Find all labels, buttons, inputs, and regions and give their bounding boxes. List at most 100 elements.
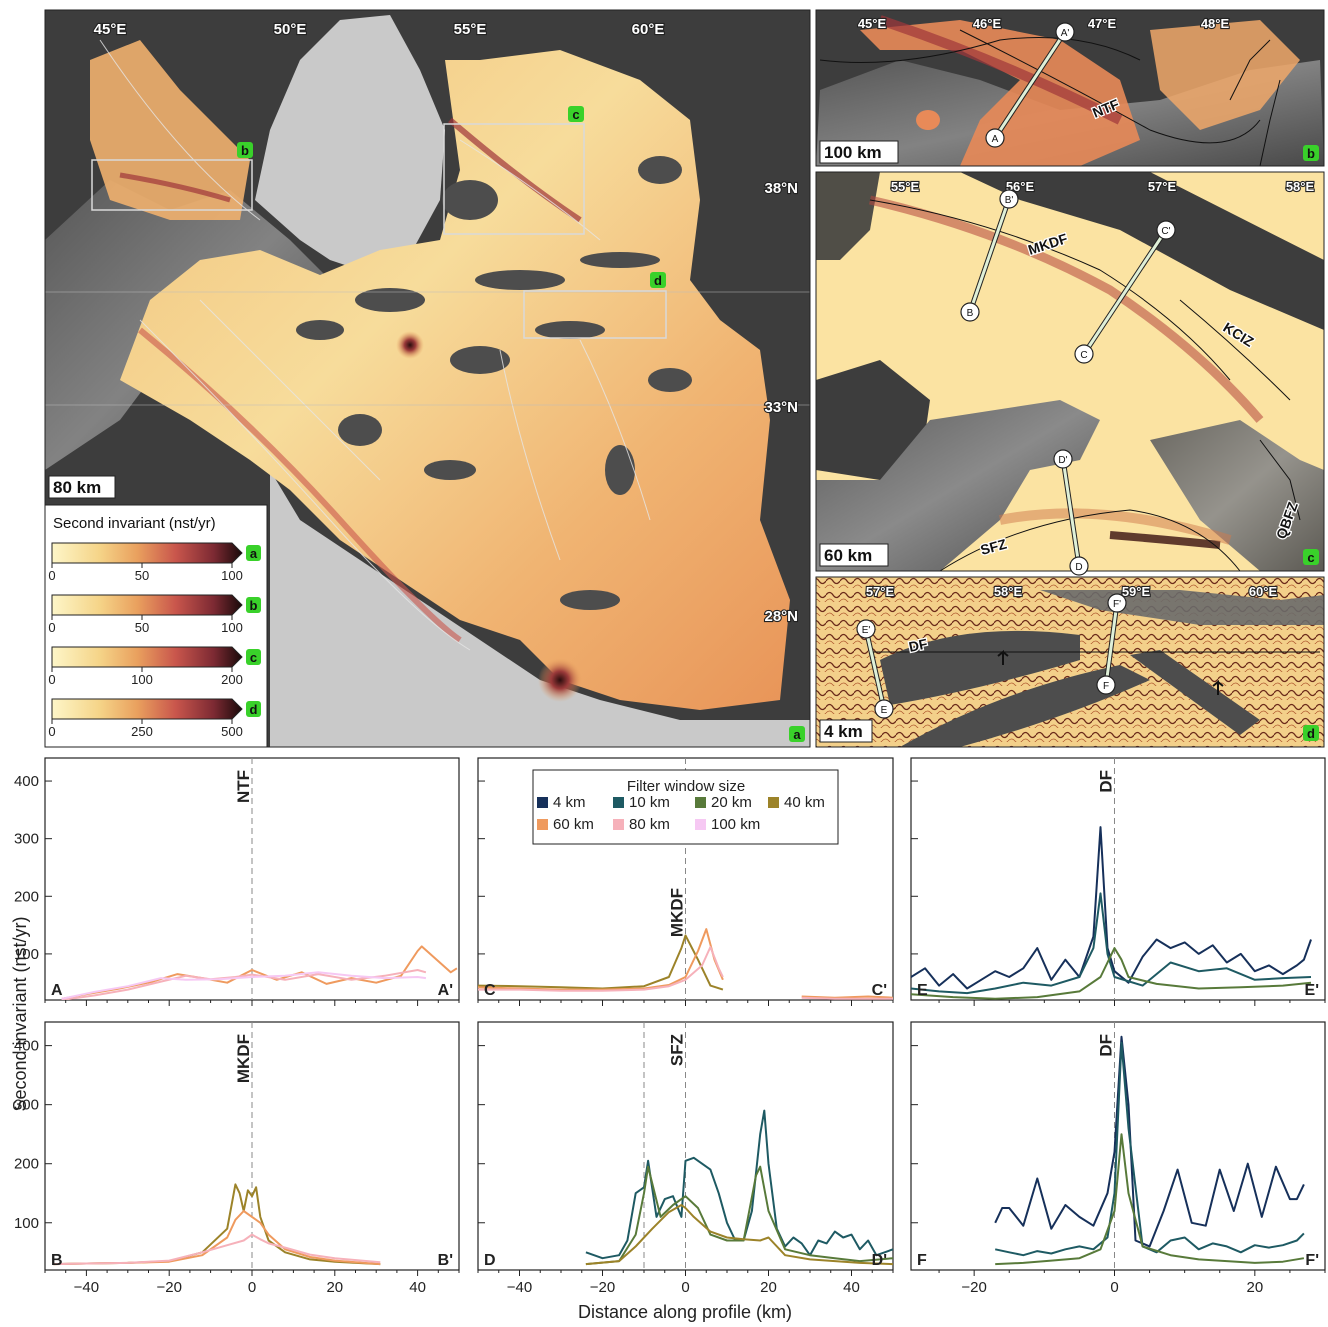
series-group	[61, 945, 458, 1000]
profile-endpoint-marker	[985, 128, 1005, 148]
y-tick-label: 400	[14, 1038, 39, 1055]
x-tick-label: 20	[1246, 1279, 1263, 1296]
legend-entry: 4 km	[537, 794, 586, 811]
profile-end-label: B'	[438, 1252, 453, 1269]
legend-title: Filter window size	[627, 778, 745, 795]
profile-endpoint: C	[1074, 344, 1094, 364]
colorbar-tag: a	[250, 546, 258, 561]
legend-entry: 60 km	[537, 816, 594, 833]
scale-bar-box	[819, 543, 889, 567]
colorbar-gradient	[51, 646, 243, 668]
profile-end-label: D'	[872, 1252, 887, 1269]
y-tick-label: 300	[14, 1097, 39, 1114]
profile-endpoint-label: C'	[1161, 226, 1170, 237]
colorbar-tag: c	[250, 650, 257, 665]
y-tick-label: 200	[14, 888, 39, 905]
panel-tag-bg	[237, 142, 253, 158]
colorbar-tick-label: 0	[48, 724, 55, 739]
series-group	[911, 826, 1312, 1000]
y-tick-label: 200	[14, 1156, 39, 1173]
series-line	[478, 928, 724, 991]
profile-endpoint-label: E'	[862, 625, 871, 636]
longitude-label: 55°E	[891, 179, 920, 194]
profile-endpoint: B	[960, 302, 980, 322]
scale-bar-label: 60 km	[824, 546, 872, 565]
longitude-label: 48°E	[1201, 16, 1230, 31]
profile-endpoint-marker	[1107, 593, 1127, 613]
y-tick-label: 300	[14, 831, 39, 848]
fault-name: DF	[1096, 1034, 1115, 1057]
panel-tag-bg	[568, 106, 584, 122]
series-line	[61, 971, 427, 1000]
profile-endpoint: A	[985, 128, 1005, 148]
map-panel-c	[815, 171, 1325, 572]
panel-tag-label: c	[1307, 550, 1314, 565]
profile-endpoint: C'	[1156, 220, 1176, 240]
series-line	[585, 1165, 893, 1266]
x-tick-label: 0	[681, 1279, 689, 1296]
legend-entry: 10 km	[613, 794, 670, 811]
profile-start-label: D	[484, 1252, 496, 1269]
x-tick-label: 0	[1110, 1279, 1118, 1296]
scale-bar-label: 80 km	[53, 478, 101, 497]
colorbar-tag-bg	[246, 545, 261, 561]
longitude-label: 57°E	[1148, 179, 1177, 194]
profile-endpoint: B'	[999, 189, 1019, 209]
legend-swatch	[537, 819, 548, 830]
longitude-label: 55°E	[454, 21, 487, 38]
series-line	[478, 946, 724, 992]
panel-tag: c	[1303, 549, 1319, 565]
longitude-label: 45°E	[858, 16, 887, 31]
profile-track	[1061, 458, 1081, 567]
colorbar: 0 100 200 c	[48, 646, 261, 687]
x-tick-label: 40	[409, 1279, 426, 1296]
profile-endpoint-marker	[856, 619, 876, 639]
longitude-label: 59°E	[1122, 584, 1151, 599]
series-line	[585, 1204, 893, 1266]
series-line	[995, 1133, 1305, 1266]
profile-endpoint: F'	[1107, 593, 1127, 613]
legend-label: 40 km	[784, 794, 825, 811]
fault-name: MKDF	[234, 1034, 253, 1083]
colorbar-title: Second invariant (nst/yr)	[53, 515, 216, 532]
profile-endpoint-marker	[960, 302, 980, 322]
panel-tag-label: d	[654, 273, 662, 288]
map-panel-b	[815, 9, 1325, 167]
longitude-label: 50°E	[274, 21, 307, 38]
panel-tag-bg	[1303, 725, 1319, 741]
colorbar: 0 50 100 b	[48, 594, 261, 635]
legend-label: 10 km	[629, 794, 670, 811]
profile-endpoint-label: D	[1075, 562, 1082, 573]
fault-name: MKDF	[668, 888, 687, 937]
fault-label: DF	[907, 635, 929, 655]
profile-endpoint-label: B	[967, 308, 974, 319]
profile-endpoint: E	[874, 699, 894, 719]
y-tick-label: 400	[14, 773, 39, 790]
y-tick-label: 100	[14, 946, 39, 963]
legend-entry: 40 km	[768, 794, 825, 811]
longitude-label: 57°E	[866, 584, 895, 599]
profile-endpoint-label: F'	[1113, 599, 1121, 610]
profile-endpoint-label: C	[1080, 350, 1087, 361]
series-line	[994, 1035, 1305, 1248]
series-line	[801, 996, 893, 1000]
x-tick-label: −20	[156, 1279, 181, 1296]
y-axis-label: Second invariant (nst/yr)	[10, 916, 30, 1111]
profile-start-label: A	[51, 982, 63, 999]
panel-tag-label: b	[1307, 146, 1315, 161]
colorbar-tick-label: 500	[221, 724, 243, 739]
panel-tag: a	[789, 726, 805, 742]
series-line	[61, 969, 427, 1000]
profile-endpoint: A'	[1055, 22, 1075, 42]
series-line	[801, 995, 893, 999]
longitude-label: 58°E	[1286, 179, 1315, 194]
colorbar-gradient	[51, 698, 243, 720]
series-line	[911, 892, 1312, 995]
latitude-label: 28°N	[764, 608, 798, 625]
colorbar-tick-label: 0	[48, 568, 55, 583]
panel-tag-label: b	[241, 143, 249, 158]
profile-track	[1082, 229, 1168, 355]
profile-chart: 100 200 300 400 −40 −20 0 20 40 B B' MKDF	[14, 1021, 460, 1296]
colorbar-tick-label: 50	[135, 568, 149, 583]
colorbar-tick-label: 0	[48, 620, 55, 635]
